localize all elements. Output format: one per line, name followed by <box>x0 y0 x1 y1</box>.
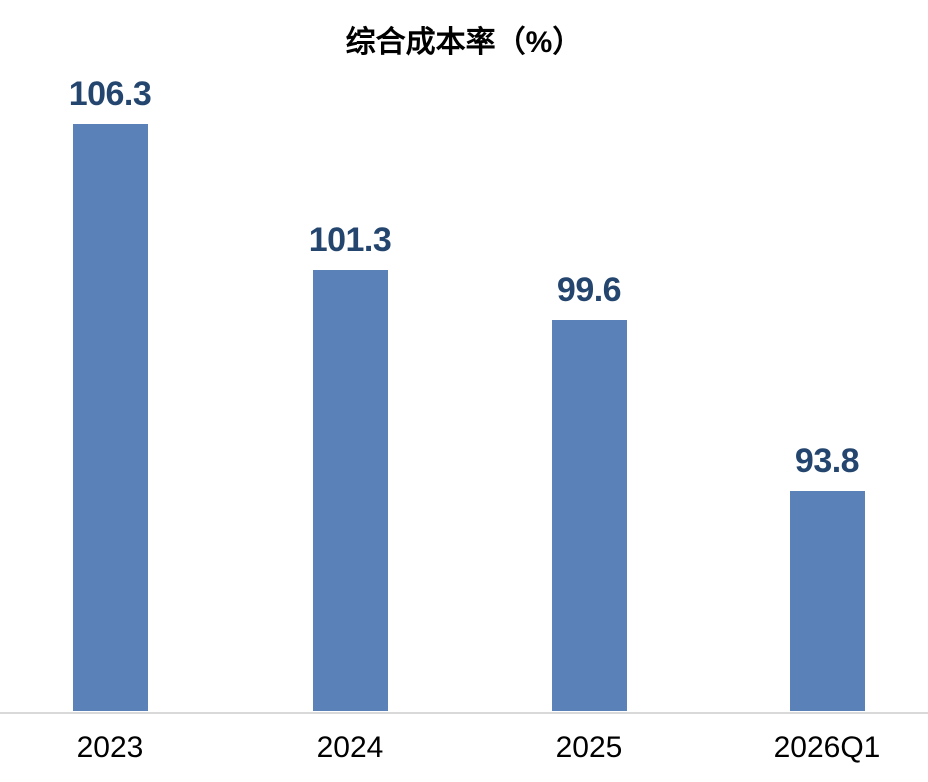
x-axis: 2023 2024 2025 2026Q1 <box>0 733 928 775</box>
data-label: 101.3 <box>308 221 392 259</box>
data-label: 106.3 <box>68 75 152 113</box>
plot-area: 106.3 101.3 99.6 93.8 <box>0 59 928 711</box>
bar-column: 106.3 <box>35 77 185 711</box>
x-axis-line <box>0 712 928 714</box>
x-axis-label: 2023 <box>76 731 144 764</box>
bar <box>72 124 148 711</box>
bar-column: 99.6 <box>514 273 664 711</box>
x-axis-label: 2026Q1 <box>773 731 881 764</box>
bar <box>551 320 627 711</box>
bar <box>312 270 388 711</box>
x-axis-label: 2025 <box>555 731 623 764</box>
bar <box>789 491 865 711</box>
data-label: 93.8 <box>794 442 860 480</box>
chart-title: 综合成本率（%） <box>345 26 583 59</box>
bar-column: 101.3 <box>275 223 425 711</box>
x-axis-label: 2024 <box>316 731 384 764</box>
bar-column: 93.8 <box>752 444 902 711</box>
data-label: 99.6 <box>556 271 622 309</box>
